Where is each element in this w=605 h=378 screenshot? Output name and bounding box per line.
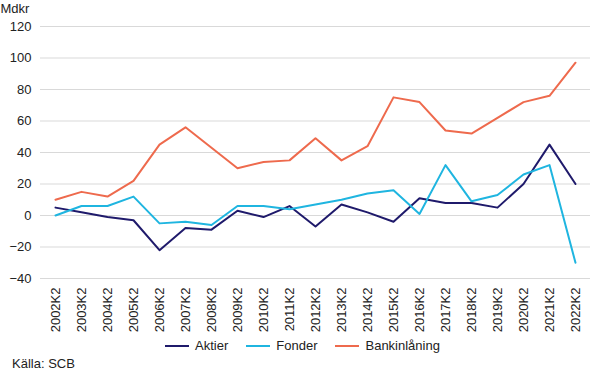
svg-text:2008K2: 2008K2 xyxy=(204,288,219,333)
svg-text:60: 60 xyxy=(17,113,31,128)
svg-text:2006K2: 2006K2 xyxy=(152,288,167,333)
svg-text:2009K2: 2009K2 xyxy=(230,288,245,333)
svg-text:−40: −40 xyxy=(9,271,31,286)
svg-text:2020K2: 2020K2 xyxy=(516,288,531,333)
svg-text:2010K2: 2010K2 xyxy=(256,288,271,333)
svg-text:2013K2: 2013K2 xyxy=(334,288,349,333)
svg-text:−20: −20 xyxy=(9,239,31,254)
svg-text:2007K2: 2007K2 xyxy=(178,288,193,333)
svg-text:2019K2: 2019K2 xyxy=(490,288,505,333)
svg-text:2012K2: 2012K2 xyxy=(308,288,323,333)
html-text:Källa: SCB: Källa: SCB xyxy=(12,356,75,371)
svg-text:2021K2: 2021K2 xyxy=(542,288,557,333)
svg-text:2002K2: 2002K2 xyxy=(48,288,63,333)
svg-text:Mdkr: Mdkr xyxy=(1,1,31,16)
html-text:Aktier: Aktier xyxy=(195,338,229,353)
svg-text:2005K2: 2005K2 xyxy=(126,288,141,333)
svg-text:0: 0 xyxy=(24,208,31,223)
svg-text:2015K2: 2015K2 xyxy=(386,288,401,333)
svg-text:2018K2: 2018K2 xyxy=(464,288,479,333)
svg-text:2014K2: 2014K2 xyxy=(360,288,375,333)
svg-text:2022K2: 2022K2 xyxy=(568,288,583,333)
svg-text:2004K2: 2004K2 xyxy=(100,288,115,333)
svg-text:100: 100 xyxy=(10,50,32,65)
svg-text:2017K2: 2017K2 xyxy=(438,288,453,333)
svg-text:2003K2: 2003K2 xyxy=(74,288,89,333)
svg-text:40: 40 xyxy=(17,145,31,160)
html-text:Bankinlåning: Bankinlåning xyxy=(365,338,440,353)
svg-text:20: 20 xyxy=(17,176,31,191)
svg-text:120: 120 xyxy=(10,19,32,34)
svg-text:2011K2: 2011K2 xyxy=(282,288,297,332)
html-text:Fonder: Fonder xyxy=(276,338,318,353)
svg-text:2016K2: 2016K2 xyxy=(412,288,427,333)
svg-text:80: 80 xyxy=(17,82,31,97)
